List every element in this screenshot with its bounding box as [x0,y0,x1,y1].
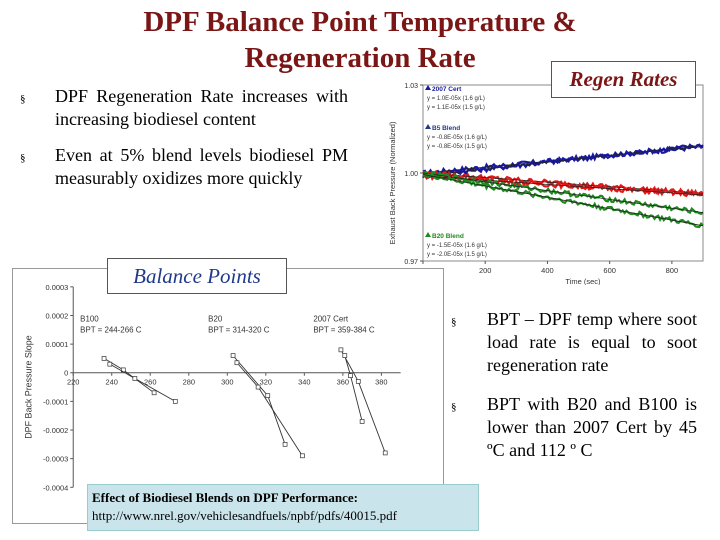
legend-marker [425,232,431,237]
bpt-point [230,353,236,358]
regen-x-tick-label: 600 [603,266,616,275]
bpt-x-tick-label: 380 [375,378,387,387]
reference-box: Effect of Biodiesel Blends on DPF Perfor… [87,484,479,531]
bpt-y-tick-label: 0.0003 [46,283,69,292]
regen-y-tick-label: 0.97 [404,259,418,266]
regen-plot-area [422,84,704,262]
bpt-series-line [232,355,286,445]
bpt-y-tick-label: 0.0001 [46,340,69,349]
reference-title: Effect of Biodiesel Blends on DPF Perfor… [92,490,358,505]
bpt-x-tick-label: 220 [67,378,79,387]
regen-series-line [422,172,704,198]
regen-x-tick-label: 400 [541,266,554,275]
balance-points-label: Balance Points [107,258,287,294]
bullet-marker: § [451,401,457,413]
regen-trend-line [422,174,704,227]
regen-trend-line [422,144,704,177]
bpt-point [234,360,240,366]
regen-rates-label: Regen Rates [551,61,696,98]
balance-points-chart: 0.0003 0.0002 0.0001 0 -0.0001 -0.0002 -0.0003… [12,268,444,524]
bullet-bpt-definition: § BPT – DPF temp where soot load rate is… [451,308,697,377]
bpt-x-tick-label: 260 [144,378,156,387]
bpt-point [172,399,178,404]
bpt-series-line [109,363,176,402]
bpt-x-tick-label: 340 [298,378,310,387]
bullet-text: DPF Regeneration Rate increases with inc… [55,86,348,129]
bpt-annotation-name: 2007 Cert [313,315,349,324]
bpt-point [265,393,271,398]
bullet-text: BPT with B20 and B100 is lower than 2007… [487,394,697,460]
bullet-marker: § [20,152,26,164]
slide-title-line1: DPF Balance Point Temperature & [143,6,577,38]
bullet-five-percent: § Even at 5% blend levels biodiesel PM m… [20,144,348,190]
legend-marker [425,124,431,129]
bullet-text: Even at 5% blend levels biodiesel PM mea… [55,145,348,188]
bpt-point [355,379,361,384]
bpt-point [382,450,388,456]
legend-group-name: 2007 Cert [432,86,462,93]
regen-series-line [422,172,704,229]
bpt-y-tick-label: -0.0004 [43,483,68,492]
legend-entry: y = -2.0E-05x (1.5 g/L) [427,252,487,258]
bpt-x-tick-label: 280 [183,378,195,387]
bullet-text: BPT – DPF temp where soot load rate is e… [487,309,697,375]
bpt-point [348,373,353,378]
reference-url[interactable]: http://www.nrel.gov/vehiclesandfuels/npb… [92,508,397,523]
bpt-annotation-name: B20 [208,315,223,324]
bullet-marker: § [20,93,26,105]
regen-y-tick-label: 1.00 [404,171,418,178]
bpt-annotation-text: BPT = 359-384 C [313,326,375,335]
bpt-y-tick-label: 0 [64,369,68,378]
legend-group-name: B5 Blend [432,125,460,132]
bpt-x-tick-label: 240 [106,378,118,387]
legend-entry: y = 1.0E-05x (1.6 g/L) [427,96,485,102]
bpt-x-tick-label: 320 [260,378,272,387]
legend-marker [425,85,431,90]
bpt-annotation-text: BPT = 244-266 C [80,326,142,335]
regen-x-tick-label: 200 [479,266,492,275]
bpt-point [255,384,261,390]
regen-y-tick-label: 1.03 [404,83,418,90]
legend-entry: y = -1.5E-05x (1.6 g/L) [427,243,487,249]
regen-x-tick-label: 800 [666,266,679,275]
legend-group-name: B20 Blend [432,233,464,240]
bpt-point [107,361,113,367]
legend-entry: y = -0.8E-05x (1.6 g/L) [427,135,487,141]
slide-title: DPF Balance Point Temperature & Regenera… [0,4,720,76]
slide-title-line2: Regeneration Rate [244,42,476,74]
bpt-y-tick-label: -0.0002 [43,426,68,435]
bpt-point [282,442,288,447]
bpt-point [300,453,305,459]
bullet-marker: § [451,316,457,328]
bpt-y-tick-label: -0.0001 [43,397,68,406]
bpt-annotation-name: B100 [80,315,99,324]
bpt-y-tick-label: 0.0002 [46,311,69,320]
regen-y-axis-label: Exhaust Back Pressure (Normalized) [388,121,397,244]
bpt-point [101,356,107,361]
bpt-point [151,390,157,396]
legend-entry: y = 1.1E-05x (1.5 g/L) [427,105,485,111]
bpt-point [132,376,138,381]
bpt-y-axis-label: DPF Back Pressure Slope [24,335,34,438]
bullet-bpt-comparison: § BPT with B20 and B100 is lower than 20… [451,393,697,462]
regen-trend-line [422,172,704,213]
bpt-x-tick-label: 360 [337,378,349,387]
bullet-regen-increase: § DPF Regeneration Rate increases with i… [20,85,348,131]
bpt-annotation-text: BPT = 314-320 C [208,326,270,335]
bpt-point [338,347,344,353]
bpt-series-line [344,355,363,422]
bpt-point [359,419,365,424]
regen-x-axis-label: Time (sec) [565,277,601,285]
bpt-point [342,353,348,358]
legend-entry: y = -0.8E-05x (1.5 g/L) [427,144,487,150]
bpt-x-tick-label: 300 [221,378,233,387]
bpt-y-tick-label: -0.0003 [43,455,68,464]
regen-trend-line [422,175,704,196]
